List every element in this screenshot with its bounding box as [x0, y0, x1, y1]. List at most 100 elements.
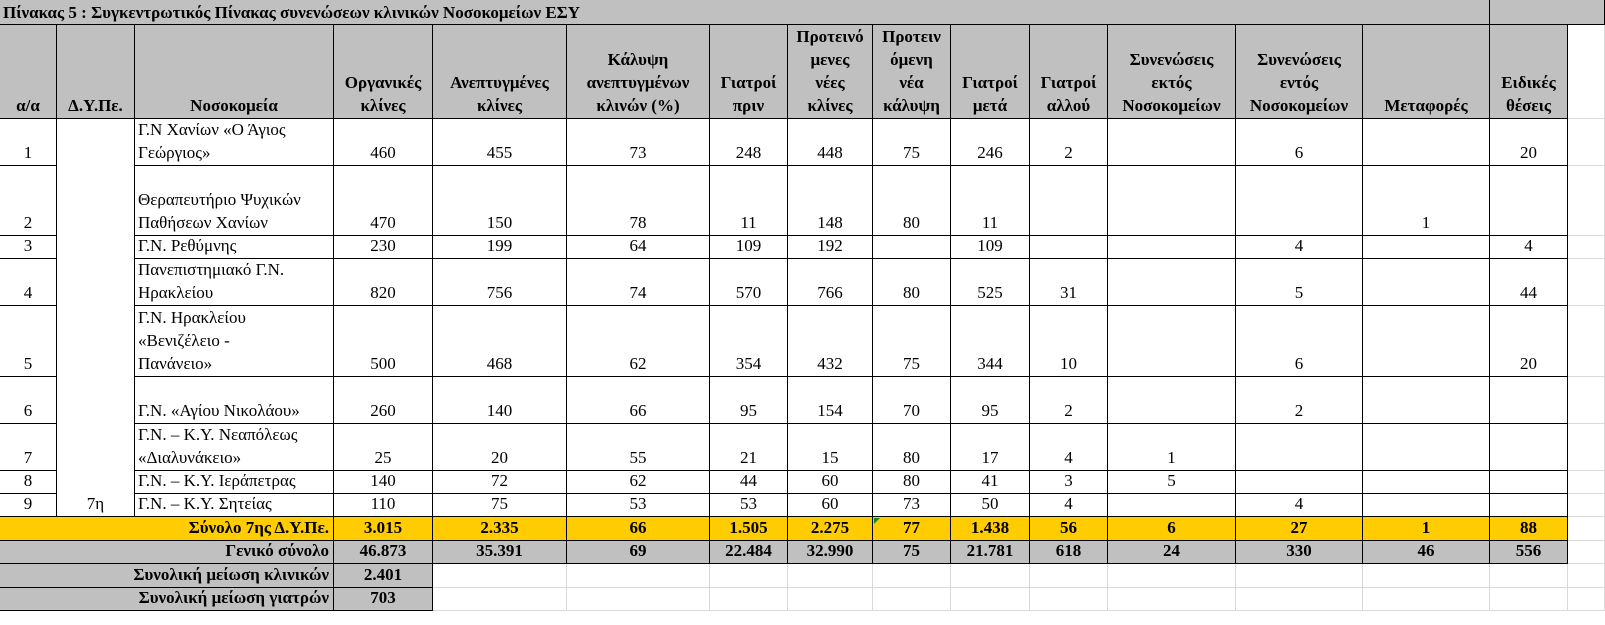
- empty-cell: [873, 564, 951, 588]
- column-header-proposed-coverage: Προτειν όμενη νέα κάλυψη: [873, 25, 951, 119]
- reduction-doctors-label: Συνολική μείωση γιατρών: [0, 588, 334, 611]
- empty-cell: [1568, 306, 1605, 377]
- table-cell-m-out: [1108, 236, 1236, 259]
- subtotal-m-in: 27: [1236, 517, 1363, 541]
- table-cell-prop-cov: 80: [873, 166, 951, 236]
- table-cell-organic: 230: [334, 236, 433, 259]
- dype-cell: 7η: [57, 119, 135, 517]
- table-cell-doc-after: 109: [951, 236, 1030, 259]
- table-cell-doc-after: 95: [951, 377, 1030, 424]
- table-cell-prop-cov: 80: [873, 259, 951, 306]
- table-title: Πίνακας 5 : Συγκεντρωτικός Πίνακας συνεν…: [0, 0, 1490, 25]
- table-cell-m-out: 5: [1108, 471, 1236, 494]
- table-cell-coverage: 53: [567, 494, 710, 517]
- table-cell-m-in: 6: [1236, 306, 1363, 377]
- table-cell-doc-before: 95: [710, 377, 788, 424]
- table-cell-coverage: 64: [567, 236, 710, 259]
- table-cell-transfers: [1363, 306, 1490, 377]
- grand-total-coverage: 69: [567, 541, 710, 564]
- reduction-doctors-value: 703: [334, 588, 433, 611]
- grand-total-developed: 35.391: [433, 541, 567, 564]
- empty-cell: [567, 588, 710, 611]
- column-header-aa: α/α: [0, 25, 57, 119]
- row-number: 1: [0, 119, 57, 166]
- column-header-special-positions: Ειδικές θέσεις: [1490, 25, 1568, 119]
- column-header-doctors-before: Γιατροί πριν: [710, 25, 788, 119]
- subtotal-prop-cov: 77: [873, 517, 951, 541]
- column-header-mergers-inside: Συνενώσεις εντός Νοσοκομείων: [1236, 25, 1363, 119]
- table-cell-coverage: 78: [567, 166, 710, 236]
- table-cell-organic: 260: [334, 377, 433, 424]
- empty-cell: [1108, 564, 1236, 588]
- empty-cell: [1568, 377, 1605, 424]
- table-cell-doc-before: 109: [710, 236, 788, 259]
- reduction-clinics-label: Συνολική μείωση κλινικών: [0, 564, 334, 588]
- table-cell-prop-cov: 73: [873, 494, 951, 517]
- column-header-transfers: Μεταφορές: [1363, 25, 1490, 119]
- table-cell-m-in: [1236, 471, 1363, 494]
- table-cell-prop-beds: 60: [788, 494, 873, 517]
- grand-total-special: 556: [1490, 541, 1568, 564]
- empty-cell: [1363, 564, 1490, 588]
- table-cell-prop-beds: 60: [788, 471, 873, 494]
- hospital-name: Γ.Ν. – Κ.Υ. Νεαπόλεως «Διαλυνάκειο»: [135, 424, 334, 471]
- empty-cell: [433, 564, 567, 588]
- empty-cell: [788, 564, 873, 588]
- table-cell-developed: 756: [433, 259, 567, 306]
- table-cell-prop-beds: 766: [788, 259, 873, 306]
- column-header-coverage: Κάλυψη ανεπτυγμένων κλινών (%): [567, 25, 710, 119]
- empty-cell: [1490, 588, 1568, 611]
- table-cell-special: [1490, 424, 1568, 471]
- table-cell-transfers: [1363, 424, 1490, 471]
- column-header-doctors-after: Γιατροί μετά: [951, 25, 1030, 119]
- row-number: 4: [0, 259, 57, 306]
- table-cell-prop-cov: 70: [873, 377, 951, 424]
- table-cell-m-in: [1236, 424, 1363, 471]
- table-cell-coverage: 66: [567, 377, 710, 424]
- empty-cell: [1030, 588, 1108, 611]
- table-cell-doc-else: [1030, 166, 1108, 236]
- empty-cell: [1568, 236, 1605, 259]
- table-cell-prop-cov: [873, 236, 951, 259]
- table-cell-organic: 110: [334, 494, 433, 517]
- title-blank-cell: [1490, 0, 1605, 25]
- table-cell-doc-before: 44: [710, 471, 788, 494]
- grand-total-transfers: 46: [1363, 541, 1490, 564]
- empty-cell: [433, 588, 567, 611]
- empty-cell: [710, 564, 788, 588]
- table-cell-doc-before: 11: [710, 166, 788, 236]
- table-cell-doc-after: 344: [951, 306, 1030, 377]
- table-cell-organic: 500: [334, 306, 433, 377]
- table-cell-m-out: [1108, 306, 1236, 377]
- table-cell-prop-beds: 148: [788, 166, 873, 236]
- row-number: 2: [0, 166, 57, 236]
- table-cell-developed: 199: [433, 236, 567, 259]
- column-header-mergers-outside: Συνενώσεις εκτός Νοσοκομείων: [1108, 25, 1236, 119]
- table-cell-developed: 75: [433, 494, 567, 517]
- table-cell-doc-before: 21: [710, 424, 788, 471]
- grand-total-m-in: 330: [1236, 541, 1363, 564]
- subtotal-special: 88: [1490, 517, 1568, 541]
- table-cell-prop-beds: 432: [788, 306, 873, 377]
- hospital-name: Θεραπευτήριο Ψυχικών Παθήσεων Χανίων: [135, 166, 334, 236]
- table-cell-organic: 140: [334, 471, 433, 494]
- table-cell-special: [1490, 471, 1568, 494]
- table-cell-m-out: [1108, 494, 1236, 517]
- table-cell-organic: 470: [334, 166, 433, 236]
- empty-cell: [1236, 588, 1363, 611]
- table-cell-transfers: [1363, 471, 1490, 494]
- reduction-clinics-value: 2.401: [334, 564, 433, 588]
- column-header-organic-beds: Οργανικές κλίνες: [334, 25, 433, 119]
- table-cell-prop-beds: 192: [788, 236, 873, 259]
- table-cell-m-out: [1108, 259, 1236, 306]
- empty-cell: [1108, 588, 1236, 611]
- subtotal-prop-beds: 2.275: [788, 517, 873, 541]
- row-number: 9: [0, 494, 57, 517]
- subtotal-organic: 3.015: [334, 517, 433, 541]
- subtotal-label: Σύνολο 7ης Δ.Υ.Πε.: [0, 517, 334, 541]
- table-cell-doc-after: 11: [951, 166, 1030, 236]
- grand-total-prop-cov: 75: [873, 541, 951, 564]
- table-cell-m-out: 1: [1108, 424, 1236, 471]
- row-number: 5: [0, 306, 57, 377]
- subtotal-coverage: 66: [567, 517, 710, 541]
